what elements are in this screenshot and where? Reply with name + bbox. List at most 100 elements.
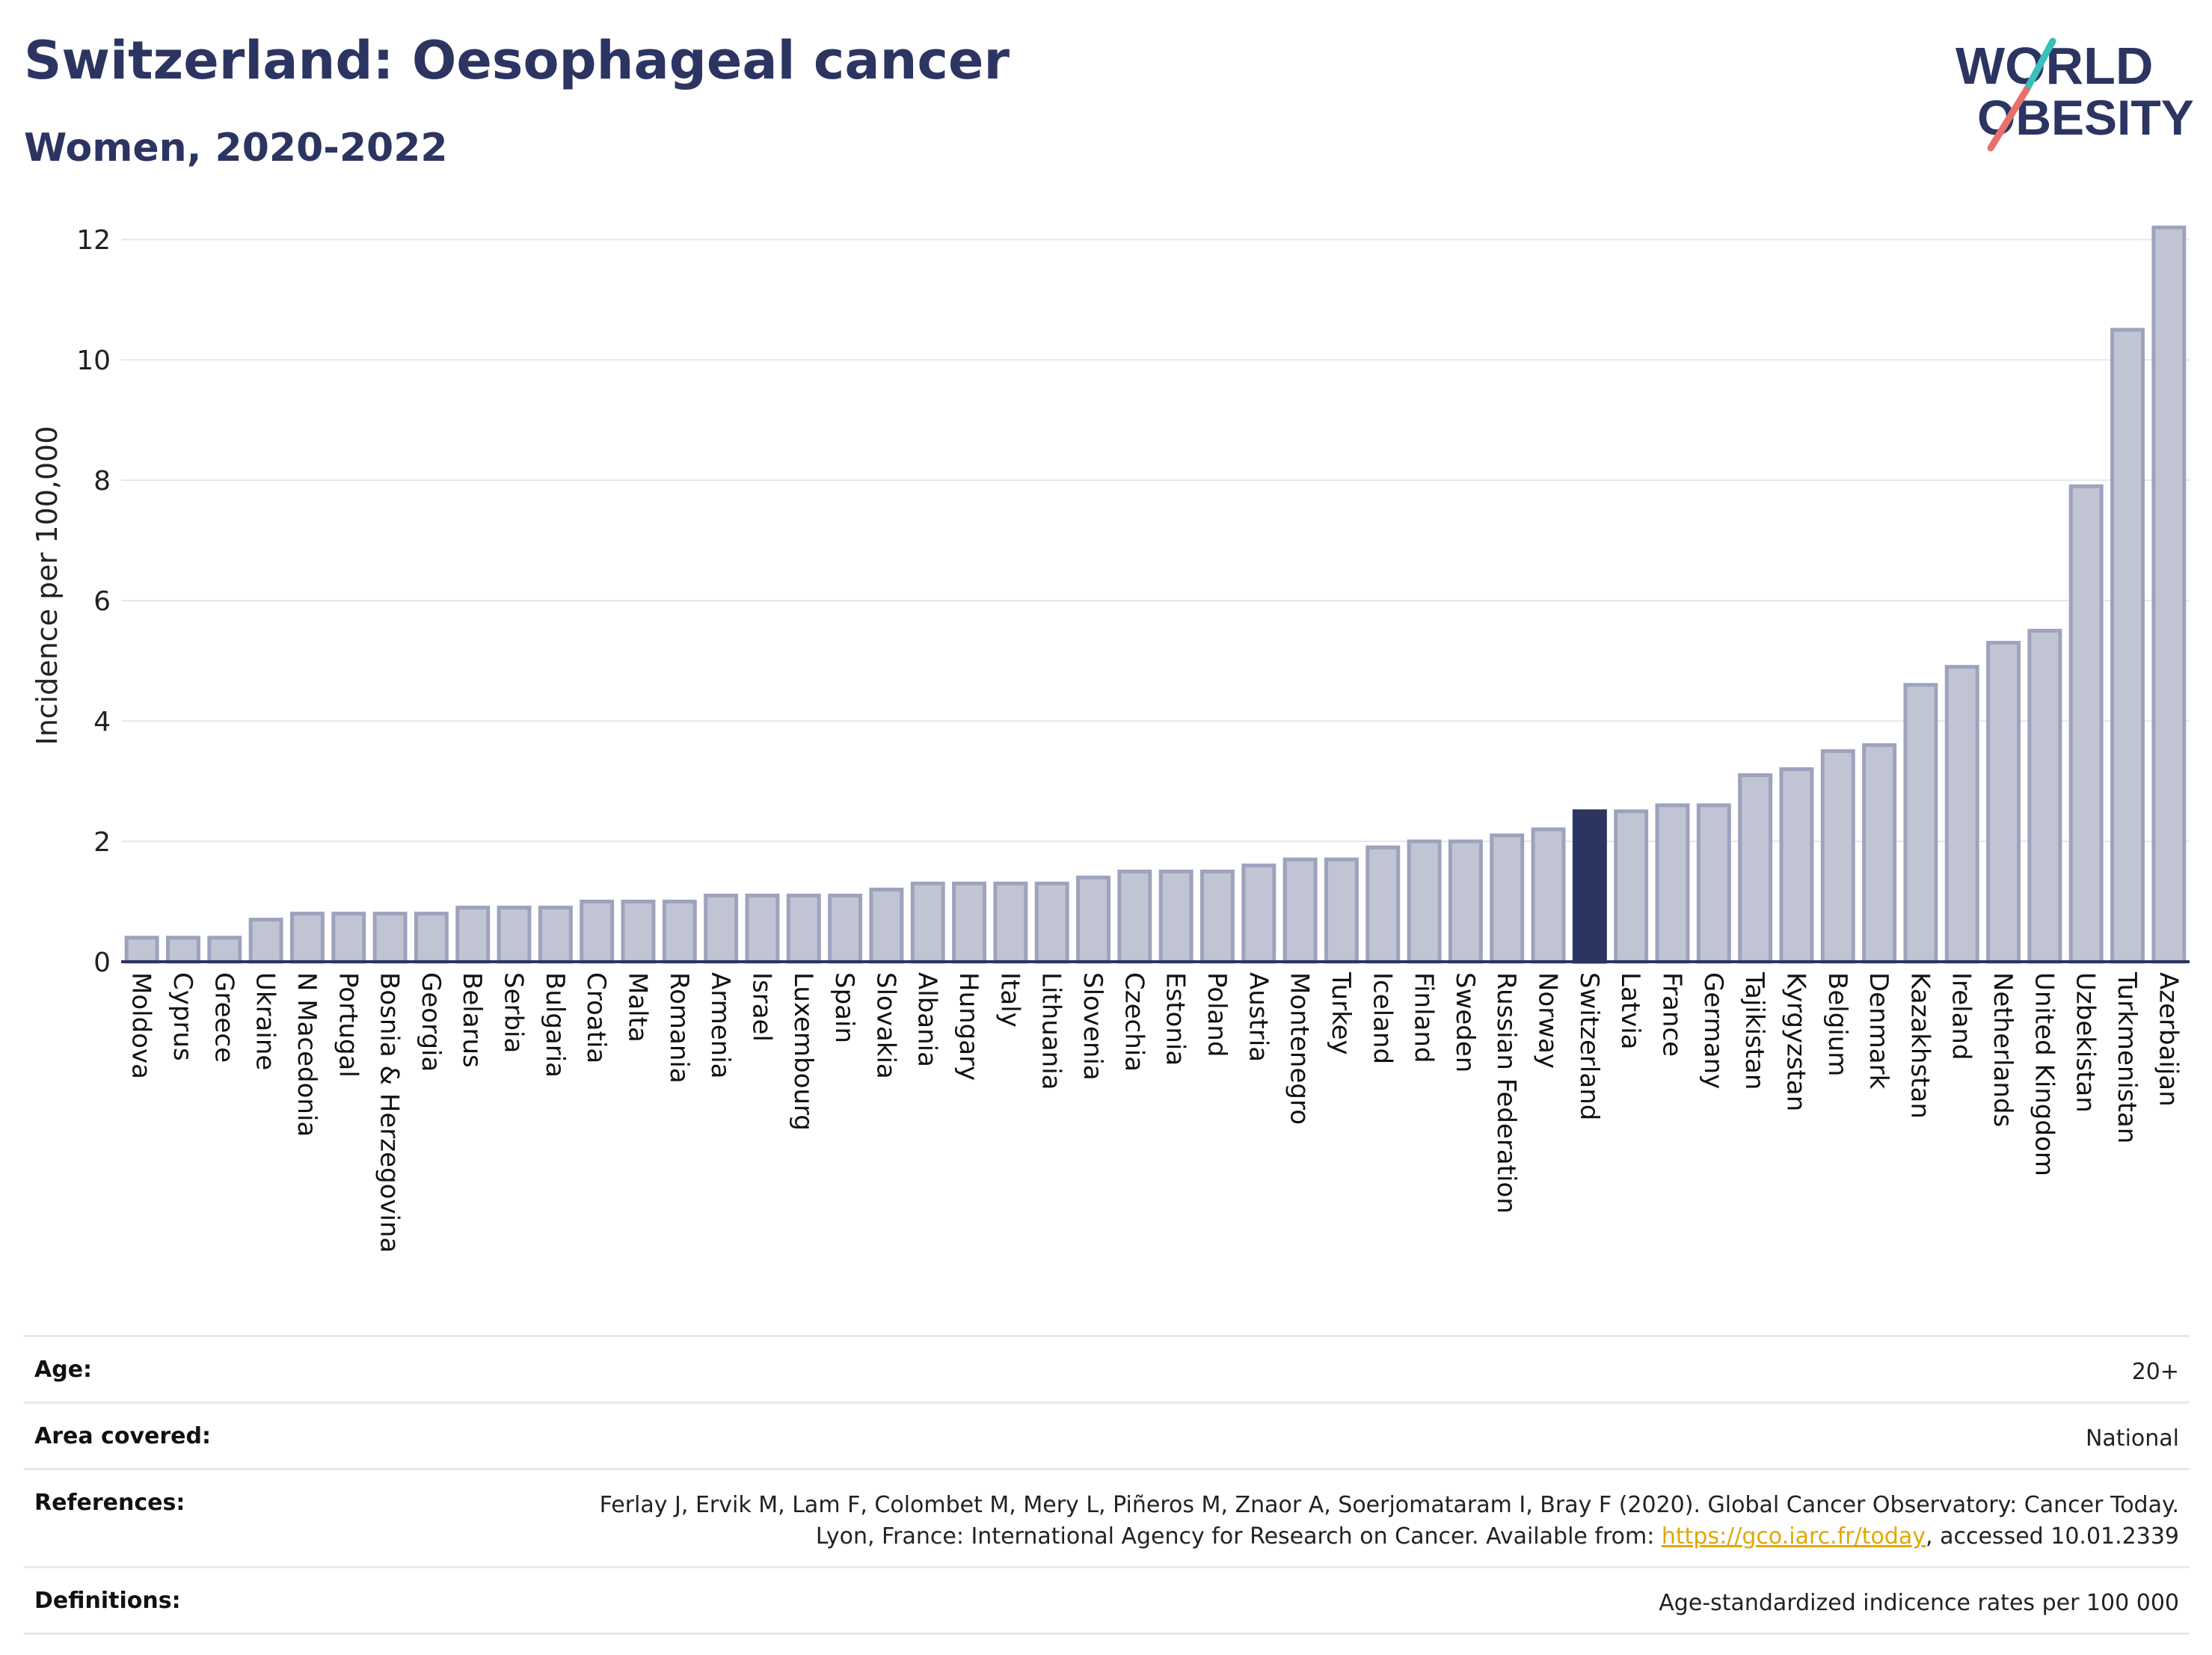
y-axis-ticks: 0 2 4 6 8 10 12 bbox=[76, 225, 111, 978]
x-tick-label: Bosnia & Herzegovina bbox=[375, 972, 405, 1253]
y-tick-label: 12 bbox=[76, 225, 111, 256]
bars bbox=[124, 225, 2187, 964]
x-tick-label: France bbox=[1657, 972, 1687, 1057]
x-tick-label: Spain bbox=[829, 972, 859, 1043]
bar bbox=[248, 918, 283, 964]
area-value: National bbox=[2085, 1425, 2179, 1452]
x-tick-label: Lithuania bbox=[1036, 972, 1066, 1090]
x-tick-label: Malta bbox=[623, 972, 653, 1043]
x-tick-label: Belarus bbox=[457, 972, 487, 1068]
x-tick-label: Kazakhstan bbox=[1905, 972, 1935, 1119]
bar bbox=[2068, 484, 2104, 964]
info-row-definitions: Definitions: Age-standardized indicence … bbox=[24, 1566, 2190, 1635]
definitions-value: Age-standardized indicence rates per 100… bbox=[1659, 1590, 2179, 1616]
bar bbox=[1738, 773, 1773, 964]
x-tick-label: Belgium bbox=[1822, 972, 1852, 1076]
x-tick-label: Albania bbox=[912, 972, 942, 1067]
age-value: 20+ bbox=[2131, 1359, 2179, 1385]
x-tick-label: Georgia bbox=[416, 972, 446, 1072]
x-axis-labels: Moldova Cyprus Greece Ukraine N Macedonia Por… bbox=[126, 971, 2184, 1253]
x-tick-label: Turkey bbox=[1326, 971, 1356, 1055]
chart-title: Switzerland: Oesophageal cancer bbox=[24, 30, 1010, 91]
x-tick-label: Azerbaijan bbox=[2153, 972, 2183, 1107]
bar bbox=[1655, 803, 1690, 964]
x-tick-label: Czechia bbox=[1119, 972, 1149, 1072]
x-tick-label: Croatia bbox=[581, 972, 611, 1063]
bar-highlighted bbox=[1572, 809, 1607, 964]
y-tick-label: 2 bbox=[93, 827, 111, 858]
bar-chart: 0 2 4 6 8 10 12 Moldova Cyprus Greece Ukraine N Ma… bbox=[31, 225, 2190, 1253]
x-tick-label: Sweden bbox=[1450, 972, 1480, 1072]
bar bbox=[1117, 869, 1152, 964]
x-tick-label: Armenia bbox=[705, 972, 735, 1079]
x-tick-label: Greece bbox=[209, 972, 239, 1063]
x-tick-label: N Macedonia bbox=[292, 972, 322, 1137]
bar bbox=[869, 887, 904, 964]
y-axis-label: Incidence per 100,000 bbox=[31, 426, 64, 745]
references-accessed: , accessed 10.01.2339 bbox=[1926, 1523, 2179, 1550]
area-label: Area covered: bbox=[34, 1423, 211, 1449]
world-obesity-logo: WORLD OBESITY bbox=[1956, 37, 2194, 152]
bar bbox=[1448, 839, 1483, 964]
bar bbox=[331, 912, 366, 964]
bar bbox=[1614, 809, 1649, 964]
definitions-label: Definitions: bbox=[34, 1588, 181, 1614]
x-tick-label: Romania bbox=[664, 972, 694, 1084]
bar bbox=[1365, 845, 1401, 964]
logo-slash-coral bbox=[1987, 86, 2030, 152]
x-tick-label: Luxembourg bbox=[788, 972, 818, 1131]
x-tick-label: Tajikistan bbox=[1739, 971, 1769, 1090]
x-tick-label: Bulgaria bbox=[540, 972, 570, 1078]
info-table: Age: 20+ Area covered: National Referenc… bbox=[24, 1335, 2190, 1635]
x-tick-label: Turkmenistan bbox=[2112, 971, 2142, 1143]
chart-subtitle: Women, 2020-2022 bbox=[24, 126, 448, 171]
x-tick-label: Serbia bbox=[499, 972, 529, 1053]
x-tick-label: Iceland bbox=[1367, 972, 1397, 1064]
info-row-references: References: Ferlay J, Ervik M, Lam F, Co… bbox=[24, 1468, 2190, 1566]
x-tick-label: Moldova bbox=[126, 972, 156, 1079]
x-tick-label: United Kingdom bbox=[2029, 972, 2059, 1176]
info-row-area: Area covered: National bbox=[24, 1401, 2190, 1468]
bar bbox=[207, 936, 242, 964]
x-tick-label: Slovenia bbox=[1078, 972, 1107, 1081]
bar bbox=[166, 936, 200, 964]
bar bbox=[1407, 839, 1442, 964]
grid-lines bbox=[121, 239, 2190, 843]
bar bbox=[1034, 881, 1069, 964]
x-tick-label: Montenegro bbox=[1285, 972, 1315, 1125]
x-tick-label: Hungary bbox=[953, 972, 983, 1081]
bar bbox=[1779, 767, 1814, 964]
references-value: Ferlay J, Ervik M, Lam F, Colombet M, Me… bbox=[534, 1490, 2179, 1553]
bar bbox=[786, 893, 821, 964]
x-tick-label: Russian Federation bbox=[1491, 972, 1521, 1214]
bar bbox=[414, 912, 449, 964]
y-tick-label: 8 bbox=[93, 466, 111, 497]
bar bbox=[1820, 749, 1855, 964]
x-tick-label: Uzbekistan bbox=[2071, 972, 2101, 1113]
y-tick-label: 4 bbox=[93, 707, 111, 737]
bar bbox=[745, 893, 780, 964]
x-tick-label: Poland bbox=[1202, 972, 1232, 1057]
x-tick-label: Slovakia bbox=[870, 972, 900, 1079]
y-tick-label: 0 bbox=[93, 948, 111, 978]
x-tick-label: Latvia bbox=[1615, 972, 1645, 1050]
bar bbox=[1986, 640, 2021, 964]
x-tick-label: Ireland bbox=[1947, 972, 1976, 1060]
bar bbox=[1696, 803, 1731, 964]
bar bbox=[1531, 827, 1566, 964]
x-tick-label: Ukraine bbox=[251, 972, 280, 1070]
x-tick-label: Switzerland bbox=[1574, 972, 1604, 1120]
references-text: Ferlay J, Ervik M, Lam F, Colombet M, Me… bbox=[599, 1492, 2179, 1550]
bar bbox=[1282, 857, 1318, 964]
bar bbox=[580, 900, 615, 964]
bar bbox=[993, 881, 1028, 964]
x-tick-label: Italy bbox=[995, 972, 1024, 1028]
bar bbox=[2110, 328, 2145, 964]
bar bbox=[704, 893, 739, 964]
logo-line-world: WORLD bbox=[1956, 37, 2153, 95]
y-tick-label: 6 bbox=[93, 586, 111, 617]
bar bbox=[1158, 869, 1193, 964]
references-link[interactable]: https://gco.iarc.fr/today bbox=[1661, 1523, 1926, 1550]
x-tick-label: Germany bbox=[1698, 972, 1728, 1089]
x-tick-label: Kyrgyzstan bbox=[1781, 972, 1810, 1111]
